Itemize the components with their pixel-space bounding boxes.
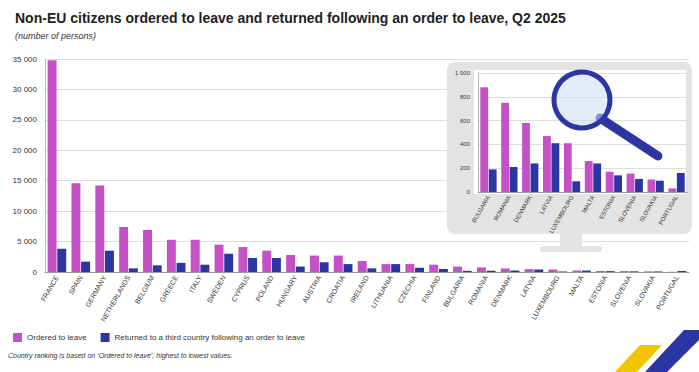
svg-text:Ordered to leave: Ordered to leave — [27, 333, 87, 342]
svg-text:ESTONIA: ESTONIA — [598, 194, 616, 220]
svg-text:BULGARIA: BULGARIA — [442, 274, 466, 308]
svg-text:SLOVAKIA: SLOVAKIA — [638, 194, 658, 222]
svg-text:ROMANIA: ROMANIA — [493, 194, 512, 221]
svg-text:LUXEMBOURG: LUXEMBOURG — [548, 194, 575, 234]
svg-text:15 000: 15 000 — [13, 176, 38, 185]
svg-text:35 000: 35 000 — [13, 55, 38, 64]
svg-text:400: 400 — [460, 141, 471, 147]
svg-text:GERMANY: GERMANY — [84, 274, 108, 308]
svg-text:Country ranking is based on ‘O: Country ranking is based on ‘Ordered to … — [8, 352, 233, 360]
svg-text:CYPRUS: CYPRUS — [230, 274, 251, 303]
svg-text:Non-EU citizens ordered to lea: Non-EU citizens ordered to leave and ret… — [15, 10, 566, 26]
svg-text:SPAIN: SPAIN — [68, 274, 84, 295]
svg-text:CROATIA: CROATIA — [325, 274, 346, 304]
svg-text:10 000: 10 000 — [13, 207, 38, 216]
svg-text:600: 600 — [460, 118, 471, 124]
svg-text:800: 800 — [460, 94, 471, 100]
svg-text:30 000: 30 000 — [13, 85, 38, 94]
svg-text:PORTUGAL: PORTUGAL — [658, 194, 680, 226]
svg-text:(number of persons): (number of persons) — [15, 31, 96, 41]
svg-text:SWEDEN: SWEDEN — [206, 274, 227, 304]
svg-text:ITALY: ITALY — [188, 274, 203, 294]
svg-text:NETHERLANDS: NETHERLANDS — [99, 274, 131, 323]
svg-text:MALTA: MALTA — [568, 274, 585, 297]
svg-text:CZECHIA: CZECHIA — [396, 274, 418, 304]
svg-text:25 000: 25 000 — [13, 115, 38, 124]
svg-text:SLOVENIA: SLOVENIA — [609, 274, 633, 308]
svg-text:BULGARIA: BULGARIA — [471, 194, 491, 223]
svg-text:GREECE: GREECE — [158, 274, 179, 303]
svg-text:LATVIA: LATVIA — [538, 194, 553, 214]
svg-text:IRELAND: IRELAND — [349, 274, 370, 304]
svg-text:HUNGARY: HUNGARY — [275, 274, 299, 308]
svg-text:MALTA: MALTA — [581, 194, 596, 214]
svg-text:FINLAND: FINLAND — [421, 274, 442, 303]
svg-text:POLAND: POLAND — [254, 274, 274, 302]
svg-text:Returned to a third country fo: Returned to a third country following an… — [115, 333, 306, 342]
svg-text:ROMANIA: ROMANIA — [467, 274, 490, 306]
svg-text:20 000: 20 000 — [13, 146, 38, 155]
svg-text:DENMARK: DENMARK — [490, 274, 514, 308]
svg-text:AUSTRIA: AUSTRIA — [301, 274, 322, 304]
svg-text:1 000: 1 000 — [455, 70, 471, 76]
svg-text:5 000: 5 000 — [17, 237, 38, 246]
svg-text:DENMARK: DENMARK — [513, 194, 533, 223]
svg-text:ESTONIA: ESTONIA — [587, 274, 608, 304]
svg-text:FRANCE: FRANCE — [40, 274, 61, 303]
svg-text:LATVIA: LATVIA — [519, 274, 537, 298]
svg-text:0: 0 — [467, 189, 471, 195]
svg-text:SLOVAKIA: SLOVAKIA — [633, 274, 656, 307]
svg-text:LUXEMBOURG: LUXEMBOURG — [530, 274, 561, 321]
svg-text:BELGIUM: BELGIUM — [134, 274, 156, 305]
svg-text:0: 0 — [33, 268, 38, 277]
svg-text:PORTUGAL: PORTUGAL — [655, 274, 680, 311]
svg-text:200: 200 — [460, 165, 471, 171]
svg-text:SLOVENIA: SLOVENIA — [617, 194, 637, 223]
svg-text:LITHUANIA: LITHUANIA — [370, 274, 394, 309]
